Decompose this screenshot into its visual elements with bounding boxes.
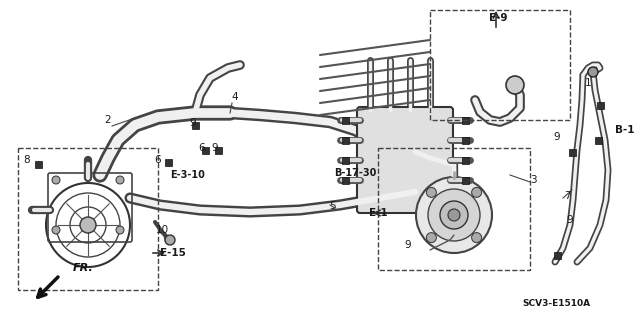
Text: 8: 8 bbox=[24, 155, 30, 165]
FancyBboxPatch shape bbox=[357, 107, 453, 213]
Text: E-9: E-9 bbox=[489, 13, 508, 23]
Bar bbox=[554, 251, 561, 258]
Text: 9: 9 bbox=[404, 240, 412, 250]
Circle shape bbox=[440, 201, 468, 229]
Bar bbox=[164, 159, 172, 166]
Circle shape bbox=[80, 217, 96, 233]
Text: 2: 2 bbox=[105, 115, 111, 125]
Bar bbox=[461, 137, 468, 144]
Bar bbox=[35, 160, 42, 167]
Text: E-3-10: E-3-10 bbox=[171, 170, 205, 180]
Circle shape bbox=[116, 176, 124, 184]
Text: 1: 1 bbox=[585, 78, 591, 88]
Circle shape bbox=[116, 226, 124, 234]
Bar bbox=[18, 148, 158, 290]
Circle shape bbox=[448, 209, 460, 221]
Text: E-1: E-1 bbox=[369, 208, 387, 218]
Text: B-17-30: B-17-30 bbox=[334, 168, 376, 178]
Bar bbox=[378, 148, 530, 270]
Text: 9: 9 bbox=[212, 143, 218, 153]
Text: 3: 3 bbox=[530, 175, 536, 185]
Bar bbox=[595, 137, 602, 144]
Text: 6: 6 bbox=[198, 143, 205, 153]
Text: SCV3-E1510A: SCV3-E1510A bbox=[522, 299, 590, 308]
Bar bbox=[342, 137, 349, 144]
Circle shape bbox=[472, 187, 482, 197]
Text: 5: 5 bbox=[330, 201, 336, 211]
Circle shape bbox=[165, 235, 175, 245]
Bar bbox=[202, 146, 209, 153]
Text: B-1: B-1 bbox=[615, 125, 635, 135]
Bar bbox=[342, 116, 349, 123]
Circle shape bbox=[416, 177, 492, 253]
Text: 4: 4 bbox=[232, 92, 238, 102]
Text: 9: 9 bbox=[566, 215, 573, 225]
Bar bbox=[342, 176, 349, 183]
Bar bbox=[461, 176, 468, 183]
Circle shape bbox=[52, 176, 60, 184]
Bar bbox=[461, 157, 468, 164]
Circle shape bbox=[426, 233, 436, 243]
Circle shape bbox=[472, 233, 482, 243]
Bar bbox=[596, 101, 604, 108]
Circle shape bbox=[428, 189, 480, 241]
Text: 10: 10 bbox=[156, 225, 168, 235]
Bar bbox=[430, 10, 570, 120]
Text: 9: 9 bbox=[554, 132, 560, 142]
Text: 6: 6 bbox=[155, 155, 161, 165]
Bar bbox=[214, 146, 221, 153]
Circle shape bbox=[588, 67, 598, 77]
Circle shape bbox=[506, 76, 524, 94]
Bar bbox=[191, 122, 198, 129]
Text: 9: 9 bbox=[189, 118, 196, 128]
Circle shape bbox=[426, 187, 436, 197]
Bar bbox=[568, 149, 575, 155]
Bar bbox=[461, 116, 468, 123]
Bar bbox=[342, 157, 349, 164]
Circle shape bbox=[52, 226, 60, 234]
Text: E-15: E-15 bbox=[160, 248, 186, 258]
Text: FR.: FR. bbox=[73, 263, 93, 273]
Text: 7: 7 bbox=[564, 191, 570, 201]
